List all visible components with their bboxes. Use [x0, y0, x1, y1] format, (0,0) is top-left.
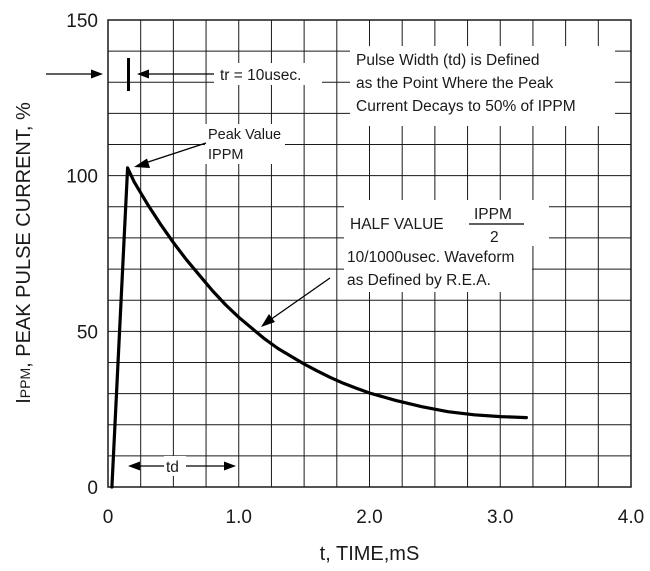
half-value-bg — [344, 200, 549, 246]
x-tick-label: 2.0 — [356, 507, 382, 528]
peak-arrow-line — [141, 142, 207, 165]
td-right-arrowhead — [224, 461, 236, 471]
x-tick-label: 0 — [103, 507, 114, 528]
x-tick-label: 1.0 — [226, 507, 252, 528]
half-value-label: HALF VALUE — [350, 216, 444, 233]
peak-label-bg — [205, 124, 285, 164]
y-tick-label: 0 — [87, 478, 98, 499]
x-tick-label: 3.0 — [487, 507, 513, 528]
waveform-arrowhead — [261, 314, 275, 327]
pulse-def-line-3: Current Decays to 50% of IPPM — [356, 98, 576, 115]
tr-left-arrowhead — [91, 69, 103, 79]
td-label-bg — [164, 456, 186, 476]
x-tick-label: 4.0 — [618, 507, 644, 528]
y-tick-label: 50 — [77, 322, 98, 343]
pulse-def-line-1: Pulse Width (td) is Defined — [356, 52, 540, 69]
waveform-line-1: 10/1000usec. Waveform — [347, 249, 514, 266]
tr-label: tr = 10usec. — [220, 67, 301, 84]
plot-frame — [107, 19, 632, 488]
y-axis-label-sub: PPM — [17, 368, 33, 398]
half-value-numerator: IPPM — [474, 206, 512, 223]
tr-label-bg — [214, 63, 322, 85]
waveform-arrow-line — [269, 277, 331, 321]
y-axis-label-I: I — [13, 398, 35, 404]
td-label: td — [166, 459, 179, 476]
tr-right-arrowhead — [137, 69, 149, 79]
td-left-arrowhead — [128, 461, 140, 471]
waveform-line-2: as Defined by R.E.A. — [347, 272, 491, 289]
pulse-def-bg — [350, 46, 615, 126]
y-tick-label: 100 — [66, 167, 98, 188]
y-axis-label: IPPM, PEAK PULSE CURRENT, % — [13, 102, 35, 404]
x-axis-label: t, TIME,mS — [320, 543, 420, 565]
half-value-denominator: 2 — [490, 229, 499, 246]
y-axis-label-main: , PEAK PULSE CURRENT, % — [13, 102, 35, 368]
waveform-curve — [110, 166, 528, 489]
waveform-bg — [344, 246, 532, 292]
y-tick-label: 150 — [66, 11, 98, 32]
peak-label-line-2: IPPM — [208, 147, 243, 163]
tick-labels: 0 1.0 2.0 3.0 4.0 0 50 100 150 — [66, 11, 644, 528]
pulse-def-line-2: as the Point Where the Peak — [356, 75, 554, 92]
peak-label-line-1: Peak Value — [208, 127, 281, 143]
peak-arrowhead — [134, 158, 150, 168]
